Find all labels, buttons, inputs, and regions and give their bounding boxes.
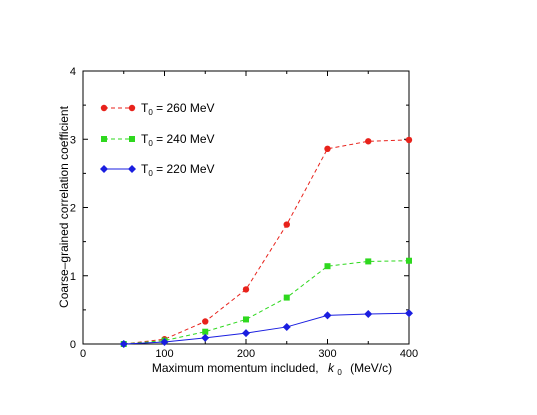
legend-label: T0 = 240 MeV xyxy=(141,132,215,148)
legend-marker xyxy=(100,165,108,173)
data-point xyxy=(283,221,290,228)
x-tick-label: 0 xyxy=(80,348,86,360)
legend: T0 = 260 MeV T0 = 240 MeV T0 = 220 MeV xyxy=(100,101,215,178)
data-point xyxy=(324,263,331,270)
y-tick-label: 4 xyxy=(70,66,76,78)
legend-marker xyxy=(101,136,107,142)
legend-marker xyxy=(128,165,136,173)
x-tick-label: 400 xyxy=(400,348,418,360)
data-point xyxy=(364,309,373,318)
series-layer xyxy=(119,136,413,348)
series-line xyxy=(123,312,410,345)
data-point xyxy=(242,329,250,338)
data-point xyxy=(119,340,128,348)
legend-label: T0 = 220 MeV xyxy=(141,162,215,178)
data-point xyxy=(282,322,291,331)
data-point xyxy=(365,138,372,145)
data-point xyxy=(406,257,412,264)
x-tick-label: 300 xyxy=(318,348,336,360)
x-axis-label-sub: 0 xyxy=(337,368,342,377)
legend-marker xyxy=(128,104,136,112)
x-axis-label: Maximum momentum included, k 0 (MeV/c) xyxy=(152,361,392,378)
data-point xyxy=(202,318,209,325)
data-point xyxy=(160,337,169,346)
x-axis-label-unit: (MeV/c) xyxy=(350,361,392,375)
y-tick-label: 2 xyxy=(70,203,76,215)
data-point xyxy=(323,311,332,320)
legend-item-2: T0 = 240 MeV xyxy=(101,132,215,148)
axis-ticks: 0 100 200 300 400 0 1 2 3 4 xyxy=(70,66,418,360)
x-tick-label: 100 xyxy=(155,348,173,360)
series-3 xyxy=(119,309,413,348)
y-tick-label: 3 xyxy=(70,134,76,146)
plot-area xyxy=(82,70,410,345)
data-point xyxy=(365,258,372,265)
plot-frame xyxy=(82,70,410,345)
data-point xyxy=(324,145,331,153)
axis-labels: Coarse–grained correlation coefficient M… xyxy=(57,105,392,378)
data-point xyxy=(405,136,413,144)
y-tick-label: 1 xyxy=(70,271,76,283)
x-tick-label: 200 xyxy=(237,348,255,360)
data-point xyxy=(242,286,250,293)
data-point xyxy=(405,309,413,318)
data-point xyxy=(283,294,290,301)
x-axis-label-var: k xyxy=(328,361,335,375)
legend-label: T0 = 260 MeV xyxy=(141,101,215,117)
y-axis-label: Coarse–grained correlation coefficient xyxy=(57,105,71,308)
legend-marker xyxy=(129,136,135,142)
legend-item-1: T0 = 260 MeV xyxy=(100,101,215,117)
data-point xyxy=(202,328,209,335)
series-line xyxy=(123,260,410,345)
series-line xyxy=(123,139,410,345)
y-tick-label: 0 xyxy=(70,339,76,351)
legend-marker xyxy=(100,104,108,112)
x-axis-label-text: Maximum momentum included, xyxy=(152,361,319,375)
data-point xyxy=(201,333,210,342)
legend-item-3: T0 = 220 MeV xyxy=(100,162,215,178)
series-2 xyxy=(120,257,412,347)
data-point xyxy=(243,316,249,323)
